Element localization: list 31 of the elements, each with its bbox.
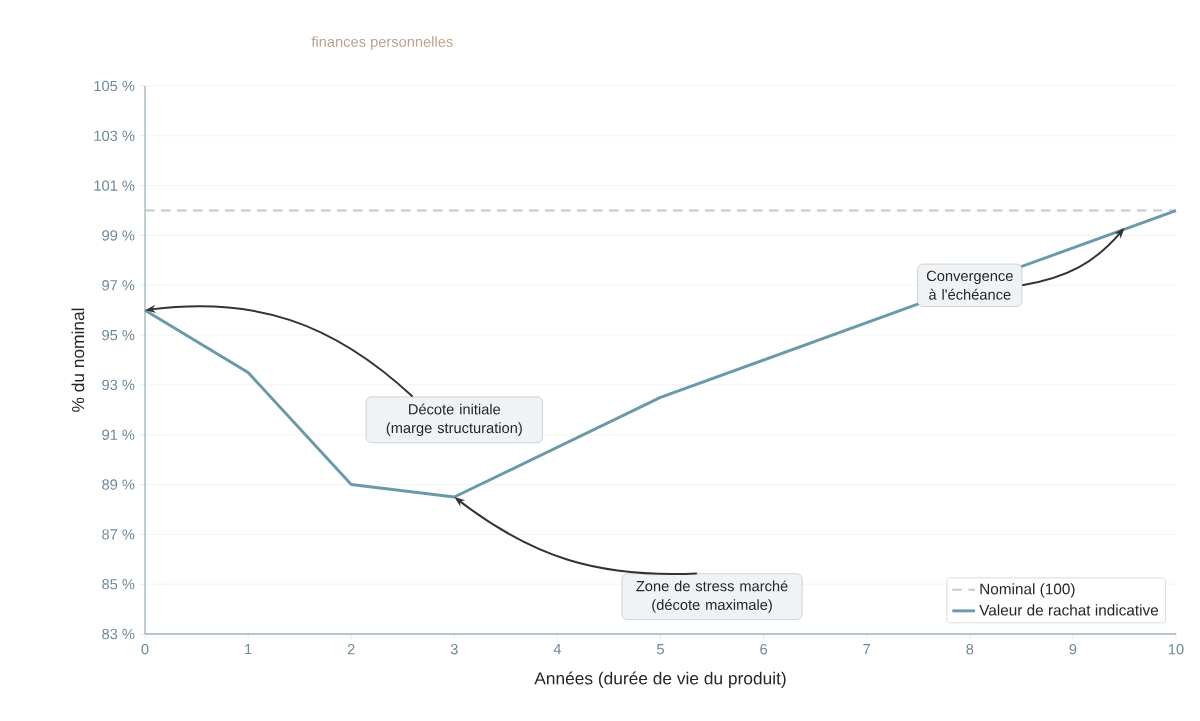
y-tick-label: 105 %	[94, 80, 135, 92]
y-tick-label: 99 %	[102, 230, 135, 241]
x-tick-label: 0	[141, 644, 149, 655]
annotation: Zone de stress marché (décote maximale)	[636, 580, 788, 613]
y-tick-label: 83 %	[102, 628, 135, 640]
x-tick-label: 7	[863, 644, 871, 655]
x-tick-label: 10	[1168, 644, 1184, 655]
x-tick-label: 6	[760, 644, 768, 655]
legend-label: Valeur de rachat indicative	[979, 604, 1159, 616]
y-tick-label: 103 %	[94, 130, 135, 141]
chart-subtitle: finances personnelles	[311, 36, 453, 50]
x-tick-label: 9	[1069, 644, 1077, 655]
x-tick-label: 2	[347, 644, 355, 655]
legend-label: Nominal (100)	[980, 583, 1075, 598]
annotation: Décote initiale (marge structuration)	[386, 403, 522, 437]
y-tick-label: 91 %	[102, 429, 135, 440]
y-axis-title: % du nominal	[71, 308, 85, 412]
y-tick-label: 95 %	[102, 329, 135, 341]
x-tick-label: 1	[245, 644, 252, 655]
y-tick-label: 85 %	[102, 578, 135, 590]
x-tick-label: 3	[450, 644, 458, 655]
annotation: Convergence à l'échéance	[926, 270, 1013, 300]
y-tick-label: 89 %	[102, 479, 135, 490]
y-tick-label: 101 %	[94, 180, 135, 191]
y-tick-label: 93 %	[102, 379, 135, 391]
y-tick-label: 97 %	[102, 280, 135, 291]
y-tick-label: 87 %	[102, 529, 135, 540]
x-axis-title: Années (durée de vie du produit)	[534, 671, 786, 688]
x-tick-label: 5	[657, 644, 664, 655]
x-tick-label: 8	[966, 644, 974, 655]
x-tick-label: 4	[553, 644, 562, 655]
